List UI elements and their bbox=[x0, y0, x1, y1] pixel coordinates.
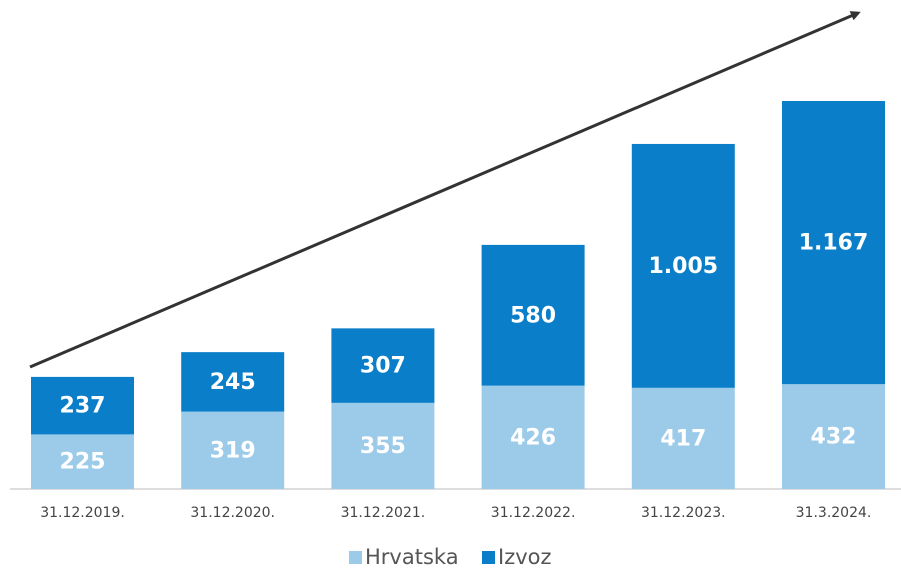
value-label: 355 bbox=[360, 434, 406, 459]
value-label: 417 bbox=[660, 426, 706, 451]
legend-swatch bbox=[482, 551, 495, 564]
x-tick-label: 31.12.2020. bbox=[190, 505, 275, 521]
legend-label: Hrvatska bbox=[365, 545, 459, 569]
bar-segment bbox=[181, 411, 285, 489]
value-label: 432 bbox=[811, 425, 857, 450]
value-label: 307 bbox=[360, 354, 406, 379]
x-tick-label: 31.12.2022. bbox=[491, 505, 576, 521]
value-label: 237 bbox=[60, 394, 106, 419]
value-label: 426 bbox=[510, 425, 556, 450]
bar-segment bbox=[181, 352, 285, 412]
bar-segment bbox=[631, 143, 735, 388]
bar-segment bbox=[31, 376, 134, 435]
bar-segment bbox=[31, 434, 134, 489]
value-label: 1.005 bbox=[649, 254, 719, 279]
value-label: 245 bbox=[210, 370, 256, 395]
bar-segment bbox=[631, 387, 735, 489]
trend-arrow bbox=[29, 11, 861, 369]
bar-segment bbox=[481, 244, 585, 386]
x-tick-label: 31.3.2024. bbox=[796, 505, 872, 521]
legend-label: Izvoz bbox=[498, 545, 552, 569]
x-tick-label: 31.12.2021. bbox=[341, 505, 426, 521]
x-tick-label: 31.12.2023. bbox=[641, 505, 726, 521]
value-label: 225 bbox=[60, 450, 106, 475]
value-label: 1.167 bbox=[799, 231, 869, 256]
bar-segment bbox=[782, 384, 885, 489]
legend-swatch bbox=[349, 551, 362, 564]
bar-segment bbox=[331, 328, 435, 403]
value-label: 319 bbox=[210, 438, 256, 463]
x-tick-label: 31.12.2019. bbox=[40, 505, 125, 521]
bar-segment bbox=[481, 385, 585, 489]
bar-segment bbox=[331, 402, 435, 489]
value-label: 580 bbox=[510, 303, 556, 328]
bar-segment bbox=[782, 101, 885, 385]
